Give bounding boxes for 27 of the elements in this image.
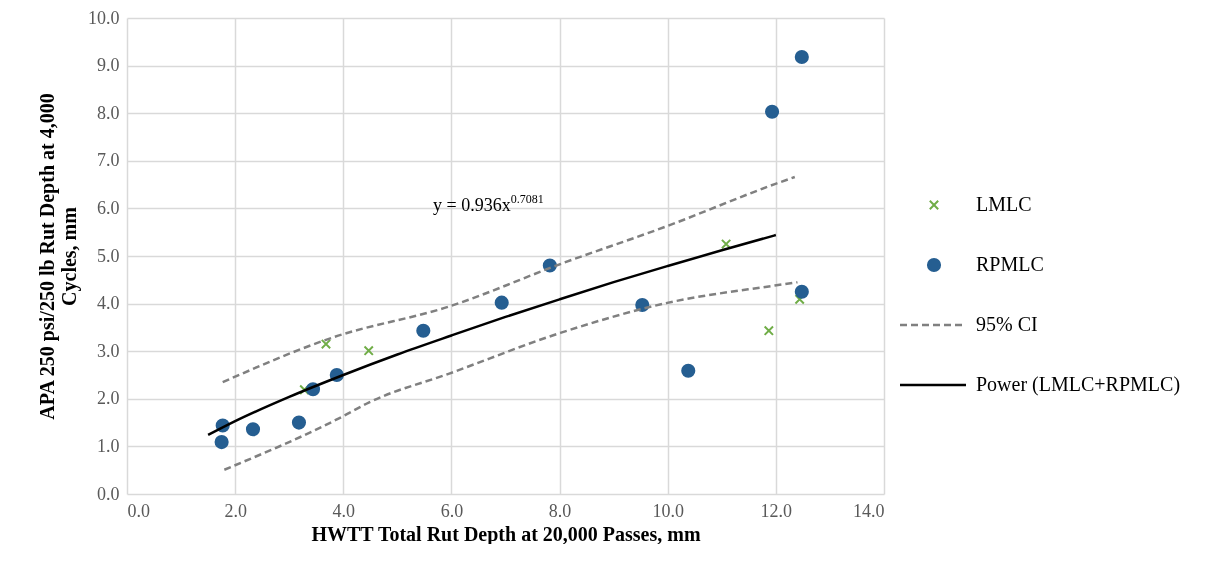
legend-label: Power (LMLC+RPMLC) — [976, 373, 1181, 396]
legend-label: LMLC — [976, 193, 1032, 215]
legend-label: RPMLC — [976, 253, 1044, 275]
y-tick-label: 8.0 — [97, 102, 120, 123]
y-tick-label: 5.0 — [97, 245, 120, 266]
x-tick-label: 6.0 — [440, 500, 464, 521]
y-tick-label: 2.0 — [97, 388, 120, 409]
y-tick-label: 3.0 — [97, 340, 120, 361]
line-series — [206, 233, 778, 437]
x-tick-label: 12.0 — [760, 500, 793, 521]
x-tick-label: 14.0 — [853, 500, 885, 521]
x-axis-title: HWTT Total Rut Depth at 20,000 Passes, mm — [311, 522, 701, 546]
y-tick-label: 7.0 — [97, 150, 120, 171]
y-tick-label: 6.0 — [97, 197, 120, 218]
y-tick-label: 1.0 — [97, 435, 120, 456]
y-tick-label: 10.0 — [88, 7, 120, 28]
x-tick-label: 2.0 — [224, 500, 247, 521]
y-tick-label: 9.0 — [97, 55, 120, 76]
legend-label: 95% CI — [976, 313, 1038, 335]
line-series — [221, 175, 797, 384]
y-axis-title: APA 250 psi/250 lb Rut Depth at 4,000 Cycles, mm — [36, 93, 81, 420]
y-tick-label: 0.0 — [97, 483, 120, 504]
x-tick-label: 8.0 — [548, 500, 572, 521]
x-tick-label: 0.0 — [127, 500, 150, 521]
x-tick-label: 10.0 — [652, 500, 684, 521]
y-tick-label: 4.0 — [97, 293, 120, 314]
x-tick-label: 4.0 — [332, 500, 356, 521]
